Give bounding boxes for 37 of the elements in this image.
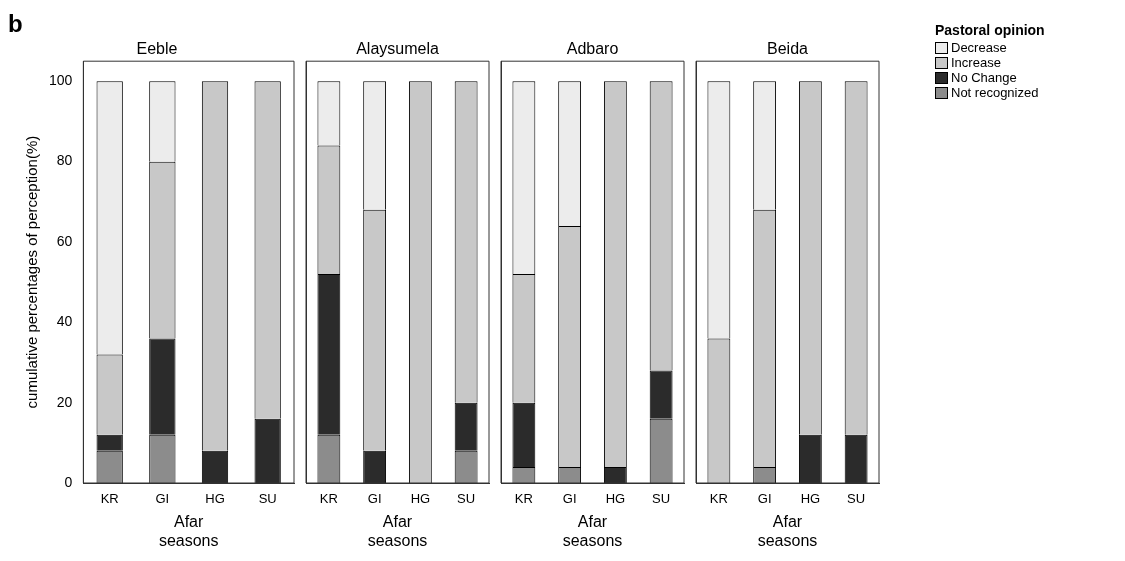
legend-title: Pastoral opinion (935, 22, 1045, 38)
legend-label: Increase (951, 55, 1001, 70)
x-tick-label: HG (410, 491, 431, 507)
legend-label: No Change (951, 70, 1017, 85)
chart-title: Eeble (136, 40, 178, 58)
x-tick-label: KR (319, 491, 338, 507)
x-tick-label: HG (205, 491, 225, 507)
chart-title: Alaysumela (356, 40, 439, 58)
legend-label: Not recognized (951, 85, 1039, 100)
y-tick-label: 60 (56, 232, 73, 249)
x-tick-label: HG (605, 491, 626, 507)
x-tick-label: KR (709, 491, 728, 507)
x-tick-label: SU (847, 491, 866, 507)
chart-title: Beida (767, 40, 809, 58)
x-axis-title: Afar seasons (158, 512, 219, 549)
y-tick-label: 0 (64, 473, 73, 490)
x-axis-title: Afar seasons (757, 512, 818, 549)
x-axis-title: Afar seasons (367, 512, 428, 549)
x-tick-label: GI (562, 491, 577, 507)
text: b (8, 10, 23, 38)
chart-title: Adbaro (566, 40, 619, 58)
x-tick-label: GI (155, 491, 170, 507)
legend-label: Decrease (951, 40, 1007, 55)
x-tick-label: GI (367, 491, 382, 507)
y-tick-label: 80 (56, 152, 73, 169)
x-axis-title: Afar seasons (562, 512, 623, 549)
x-tick-label: SU (652, 491, 671, 507)
x-tick-label: KR (514, 491, 533, 507)
y-tick-label: 40 (56, 313, 73, 330)
y-axis-title: cumulative percentages of perception(%) (23, 135, 41, 409)
x-tick-label: SU (457, 491, 476, 507)
x-tick-label: GI (757, 491, 772, 507)
x-tick-label: SU (258, 491, 277, 507)
y-tick-label: 20 (56, 393, 73, 410)
y-tick-label: 100 (49, 72, 73, 89)
x-tick-label: HG (800, 491, 821, 507)
x-tick-label: KR (100, 491, 119, 507)
